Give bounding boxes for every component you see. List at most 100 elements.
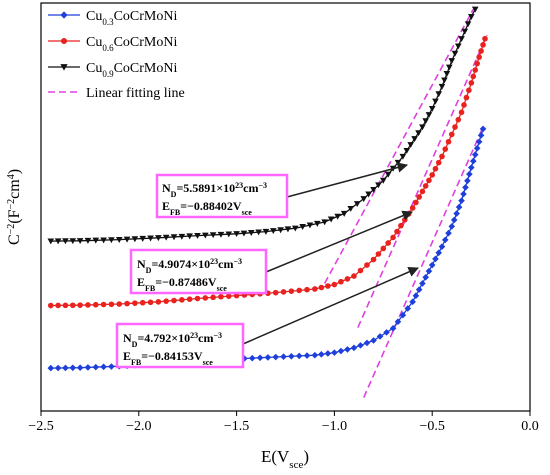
data-point — [47, 364, 55, 372]
data-point — [217, 231, 225, 238]
data-point — [466, 170, 473, 178]
data-point — [409, 205, 416, 211]
nd-value-cu06: 4.9074×10 — [158, 257, 210, 271]
data-point — [455, 203, 463, 211]
data-point — [69, 238, 77, 245]
legend-label-cu06-base: Cu — [86, 35, 102, 50]
data-point — [132, 300, 138, 306]
data-point — [76, 238, 84, 245]
data-point — [469, 157, 477, 165]
nd-value-cu09: 5.5891×10 — [183, 181, 235, 195]
efb-sub: FB — [145, 284, 156, 293]
data-point — [376, 333, 384, 340]
efb-label: E — [137, 275, 145, 289]
data-point — [370, 256, 377, 263]
data-point — [478, 48, 484, 54]
data-point — [123, 236, 131, 243]
nd-value-cu03: 4.792×10 — [144, 331, 190, 345]
data-point — [155, 235, 162, 242]
data-point — [413, 199, 419, 206]
legend-entry-cu09: Cu0.9CoCrMoNi — [48, 61, 177, 79]
legend-entry-cu06: Cu0.6CoCrMoNi — [48, 35, 177, 53]
data-point — [407, 142, 414, 149]
data-point — [435, 249, 443, 257]
data-point — [453, 210, 460, 217]
data-point — [248, 354, 256, 362]
data-point — [116, 301, 123, 307]
data-point — [461, 28, 469, 35]
data-point — [370, 337, 377, 344]
data-point — [318, 351, 325, 358]
data-point — [69, 364, 77, 372]
nd-unit-cu09: cm — [243, 181, 258, 195]
efb-value-cu06: −0.87486V — [162, 275, 217, 289]
data-point — [466, 87, 472, 94]
data-point — [76, 364, 84, 372]
data-point — [163, 298, 169, 304]
efb-unit-sub-cu09: sce — [242, 208, 253, 217]
data-point — [54, 364, 62, 372]
data-point — [225, 231, 233, 238]
data-point — [337, 347, 345, 355]
x-tick-label: 0.0 — [521, 419, 539, 434]
data-point — [108, 363, 115, 370]
data-point — [412, 292, 420, 300]
data-point — [357, 342, 364, 349]
data-point — [108, 301, 115, 308]
data-point — [452, 124, 458, 130]
data-point — [399, 311, 407, 319]
data-point — [269, 228, 277, 235]
legend-label-cu03-rest: CoCrMoNi — [114, 9, 178, 24]
data-point — [209, 232, 217, 239]
data-point — [471, 151, 479, 158]
data-point — [428, 106, 436, 112]
data-point — [171, 297, 177, 304]
data-point — [411, 136, 418, 143]
data-point — [280, 353, 287, 360]
data-point — [448, 223, 456, 230]
data-point — [202, 232, 209, 239]
data-point — [340, 210, 348, 217]
nd-unit-exp-cu09: −3 — [258, 181, 267, 190]
x-axis-label: E(Vsce) — [261, 447, 309, 471]
data-point — [179, 297, 185, 303]
data-point — [375, 182, 382, 189]
efb-value-cu09: −0.88402V — [187, 199, 242, 213]
x-tick-label: −0.5 — [419, 419, 444, 434]
data-point — [479, 125, 487, 133]
data-point — [241, 355, 248, 362]
data-point — [364, 262, 370, 268]
svg-text:ND=4.792×1023cm−3: ND=4.792×1023cm−3 — [123, 331, 222, 349]
data-point — [384, 171, 392, 178]
data-point — [380, 177, 387, 184]
nd-unit-cu06: cm — [218, 257, 233, 271]
legend-label-cu06-rest: CoCrMoNi — [114, 35, 178, 50]
x-axis: −2.5 −2.0 −1.5 −1.0 −0.5 0.0 — [28, 411, 539, 434]
nd-label: N — [123, 331, 132, 345]
data-point — [92, 301, 99, 308]
data-point — [62, 364, 69, 372]
data-point — [468, 80, 475, 86]
data-point — [442, 146, 449, 152]
legend-marker — [60, 64, 68, 71]
data-point — [54, 238, 62, 245]
series-06 — [47, 35, 488, 309]
data-point — [394, 228, 400, 235]
data-point — [194, 295, 201, 302]
annotation-cu06: ND=4.9074×1023cm−3 EFB=−0.87486Vsce — [129, 210, 413, 295]
data-point — [448, 58, 456, 65]
data-point — [390, 234, 396, 241]
data-point — [277, 227, 284, 234]
data-point — [115, 237, 123, 243]
legend-marker — [61, 38, 67, 44]
data-point — [441, 77, 448, 84]
svg-text:ND=5.5891×1023cm−3: ND=5.5891×1023cm−3 — [162, 181, 267, 199]
data-point — [62, 302, 69, 309]
data-point — [451, 50, 459, 57]
series-03 — [47, 125, 487, 372]
data-point — [240, 230, 248, 237]
efb-sub: FB — [170, 208, 181, 217]
data-point — [476, 54, 482, 60]
series-line — [50, 128, 484, 369]
